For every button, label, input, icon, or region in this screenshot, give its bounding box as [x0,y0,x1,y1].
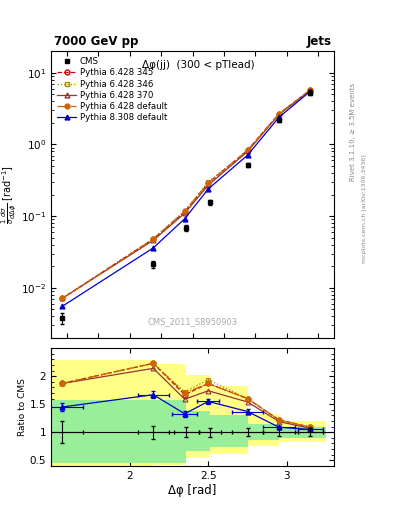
Text: Δφ(jj)  (300 < pTlead): Δφ(jj) (300 < pTlead) [142,60,255,70]
Text: CMS_2011_S8950903: CMS_2011_S8950903 [147,317,238,327]
Y-axis label: $\frac{1}{\sigma}\frac{d\sigma}{d\Delta\phi}$ [rad$^{-1}$]: $\frac{1}{\sigma}\frac{d\sigma}{d\Delta\… [0,165,18,224]
Y-axis label: Ratio to CMS: Ratio to CMS [18,378,27,436]
Text: mcplots.cern.ch [arXiv:1306.3436]: mcplots.cern.ch [arXiv:1306.3436] [362,155,367,263]
Text: Rivet 3.1.10, ≥ 3.5M events: Rivet 3.1.10, ≥ 3.5M events [350,82,356,181]
Legend: CMS, Pythia 6.428 345, Pythia 6.428 346, Pythia 6.428 370, Pythia 6.428 default,: CMS, Pythia 6.428 345, Pythia 6.428 346,… [55,55,169,124]
X-axis label: Δφ [rad]: Δφ [rad] [168,483,217,497]
Text: Jets: Jets [306,35,331,48]
Text: 7000 GeV pp: 7000 GeV pp [54,35,138,48]
